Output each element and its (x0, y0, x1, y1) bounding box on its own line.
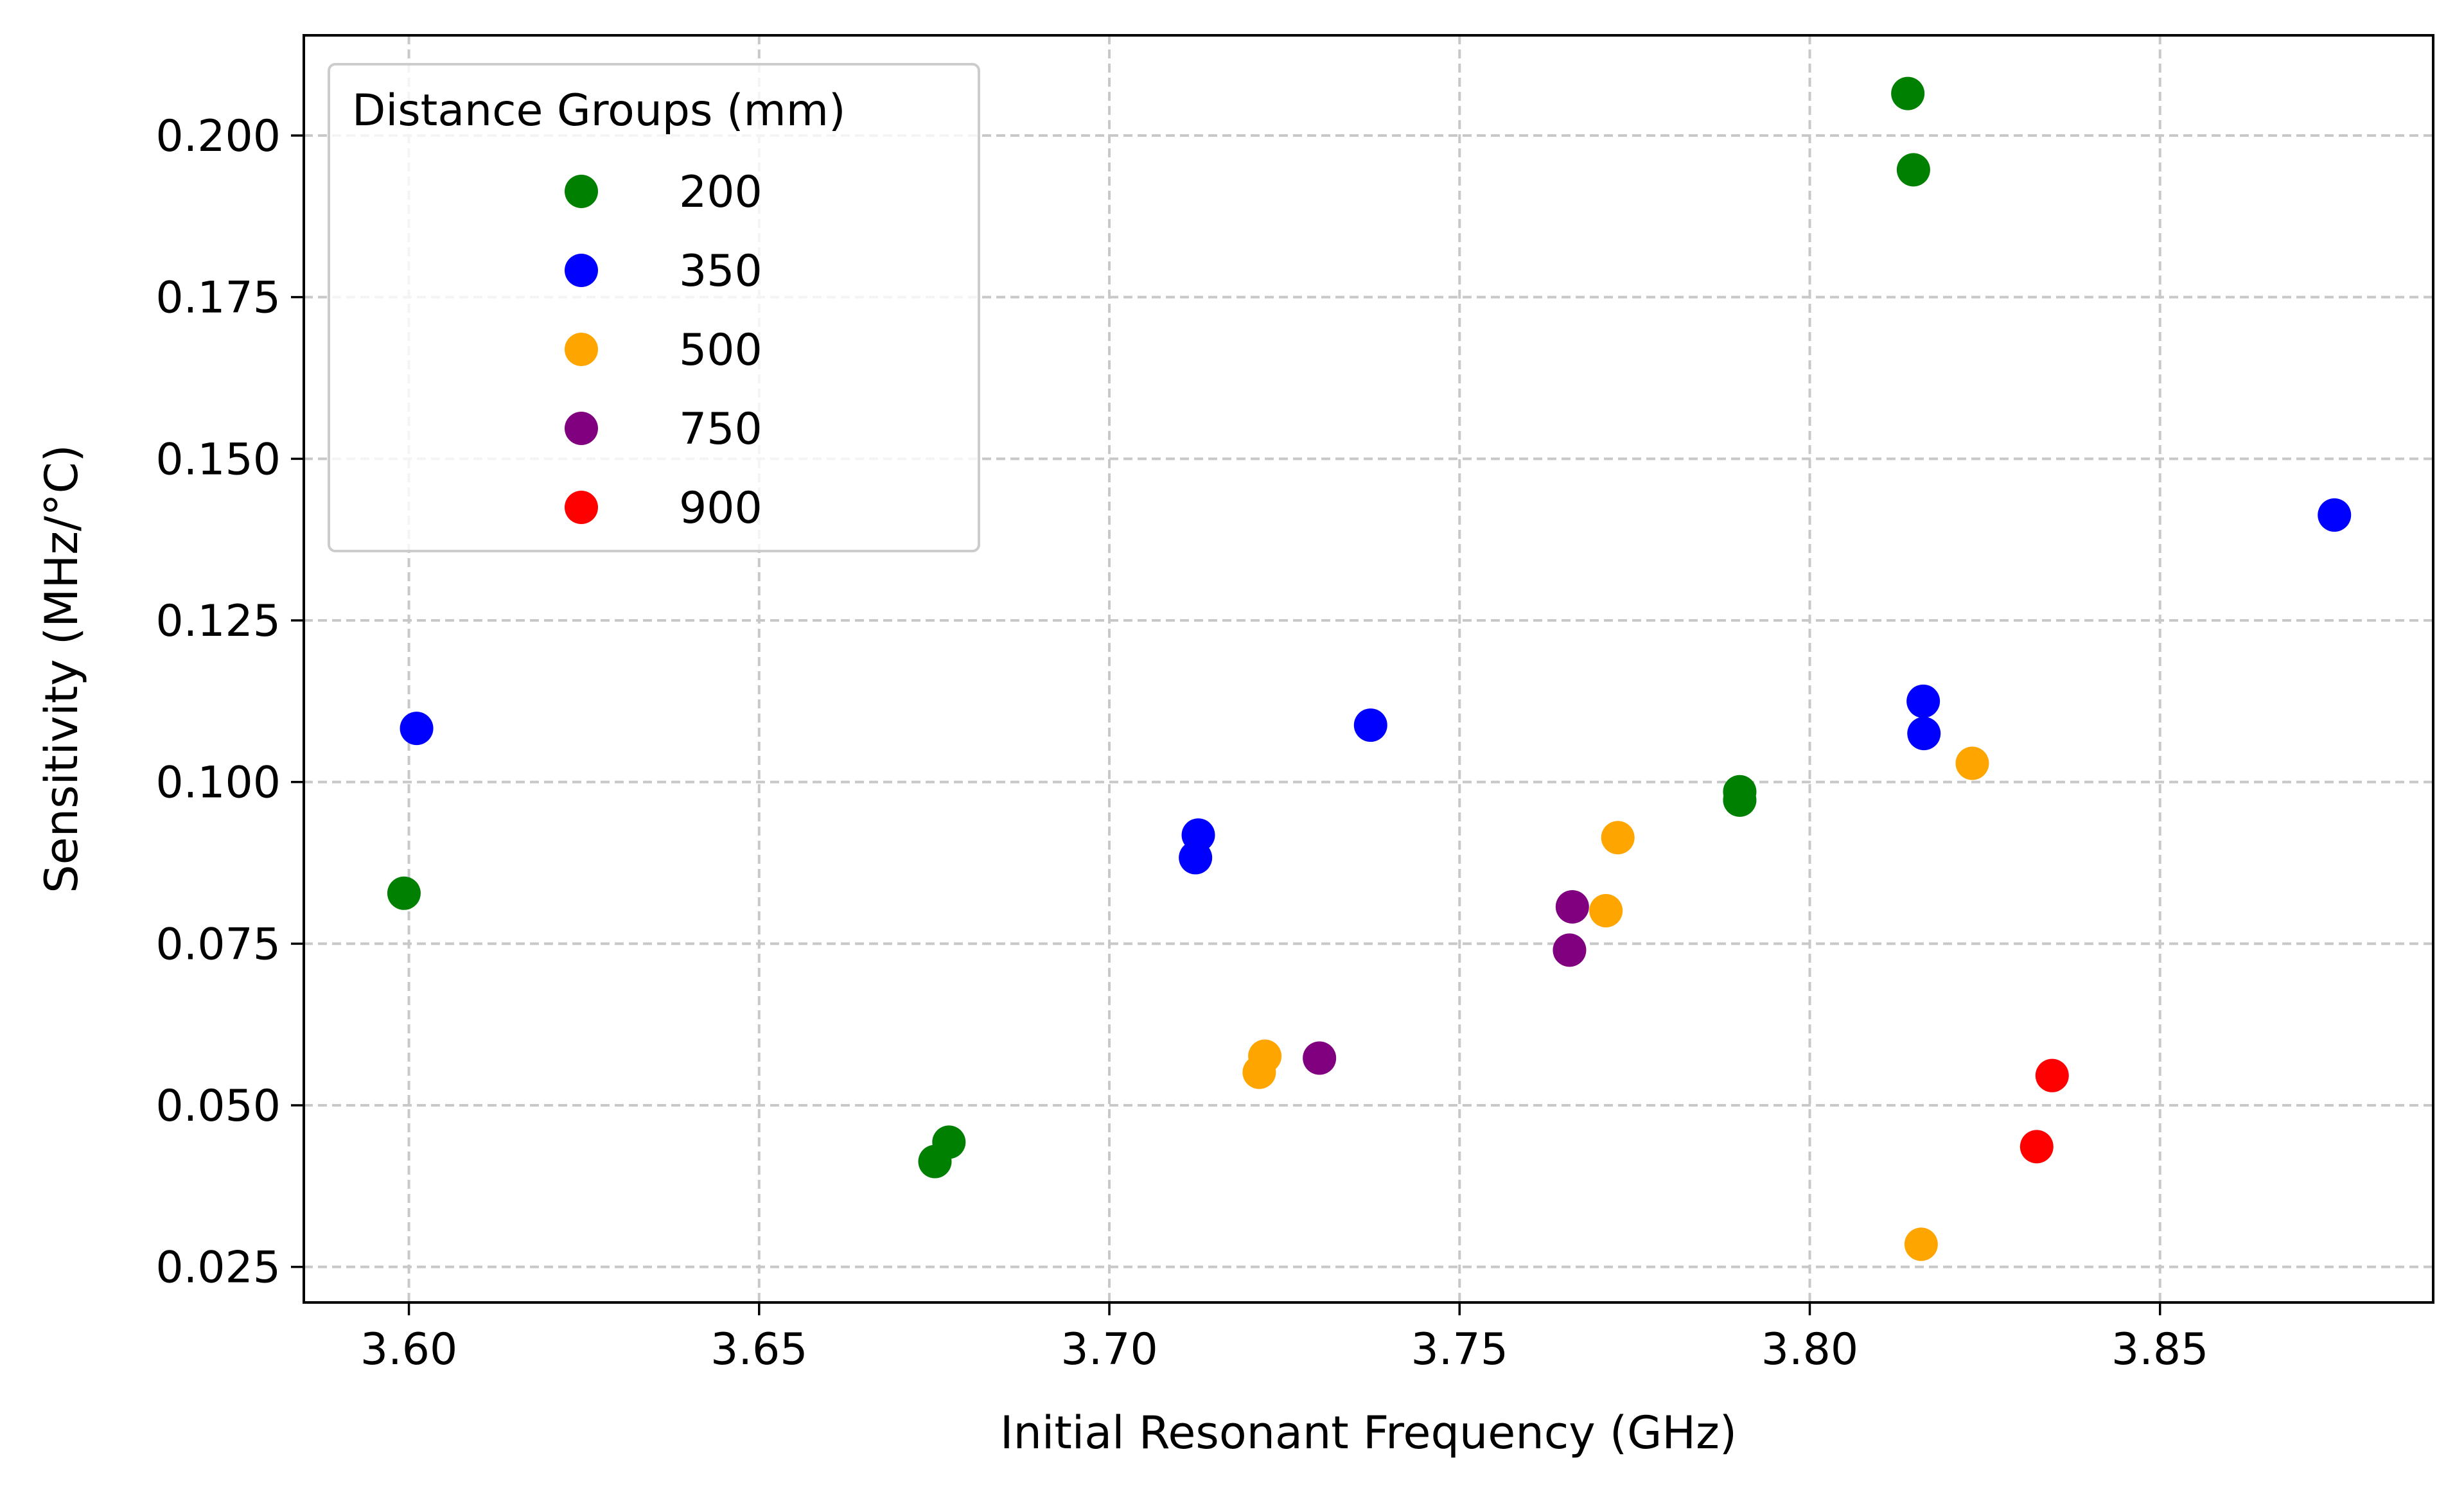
legend-label: 350 (679, 246, 762, 297)
series-200 (387, 76, 1930, 1179)
data-point (1906, 684, 1940, 718)
data-point (1907, 717, 1941, 751)
data-point (1904, 1227, 1938, 1261)
data-point (2035, 1058, 2069, 1092)
data-point (1555, 890, 1589, 924)
series-350 (400, 498, 2352, 875)
legend-marker (565, 412, 598, 445)
data-point (1891, 76, 1925, 110)
x-tick-label: 3.85 (2111, 1324, 2208, 1375)
data-point (400, 712, 434, 746)
x-tick-label: 3.80 (1761, 1324, 1858, 1375)
y-tick-label: 0.075 (155, 919, 281, 970)
y-tick-label: 0.125 (155, 596, 281, 647)
legend-label: 500 (679, 325, 762, 376)
data-point (1589, 893, 1623, 927)
legend: Distance Groups (mm) 200 350 500 750 900 (328, 63, 980, 552)
x-axis-label: Initial Resonant Frequency (GHz) (1000, 1407, 1737, 1459)
series-750 (1303, 890, 1589, 1075)
x-tick-label: 3.70 (1060, 1324, 1157, 1375)
y-tick-label: 0.175 (155, 273, 281, 324)
legend-label: 900 (679, 483, 762, 534)
data-point (1553, 933, 1587, 967)
data-point (1896, 153, 1930, 187)
data-point (1723, 783, 1757, 817)
data-point (1181, 818, 1215, 852)
data-point (1303, 1041, 1337, 1075)
y-tick-label: 0.025 (155, 1243, 281, 1293)
x-tick-label: 3.60 (360, 1324, 457, 1375)
y-tick-label: 0.200 (155, 111, 281, 162)
data-points (387, 76, 2352, 1261)
legend-marker (565, 254, 598, 287)
plot-area-frame (303, 34, 2434, 1304)
legend-marker (565, 491, 598, 524)
data-point (932, 1125, 966, 1159)
data-point (2318, 498, 2352, 532)
x-axis-ticks: 3.60 3.65 3.70 3.75 3.80 3.85 (360, 1302, 2208, 1375)
y-axis-label: Sensitivity (MHz/°C) (35, 444, 88, 893)
y-tick-label: 0.100 (155, 758, 281, 809)
data-point (2020, 1130, 2054, 1164)
y-tick-label: 0.050 (155, 1081, 281, 1132)
data-point (1601, 821, 1635, 855)
data-point (1353, 708, 1387, 742)
legend-label: 750 (679, 404, 762, 455)
legend-label: 200 (679, 167, 762, 218)
x-tick-label: 3.65 (710, 1324, 807, 1375)
y-axis-ticks: 0.025 0.050 0.075 0.100 0.125 0.150 0.175 0.200 (155, 111, 304, 1293)
legend-box (328, 63, 980, 552)
series-500 (1242, 746, 1989, 1261)
legend-marker (565, 333, 598, 366)
legend-items: 200 350 500 750 900 (565, 167, 762, 534)
x-tick-label: 3.75 (1411, 1324, 1508, 1375)
legend-marker (565, 175, 598, 208)
data-point (1248, 1039, 1282, 1073)
data-point (387, 876, 421, 910)
series-900 (2020, 1058, 2069, 1164)
data-point (1955, 746, 1989, 780)
y-tick-label: 0.150 (155, 434, 281, 485)
legend-title: Distance Groups (mm) (352, 85, 846, 136)
